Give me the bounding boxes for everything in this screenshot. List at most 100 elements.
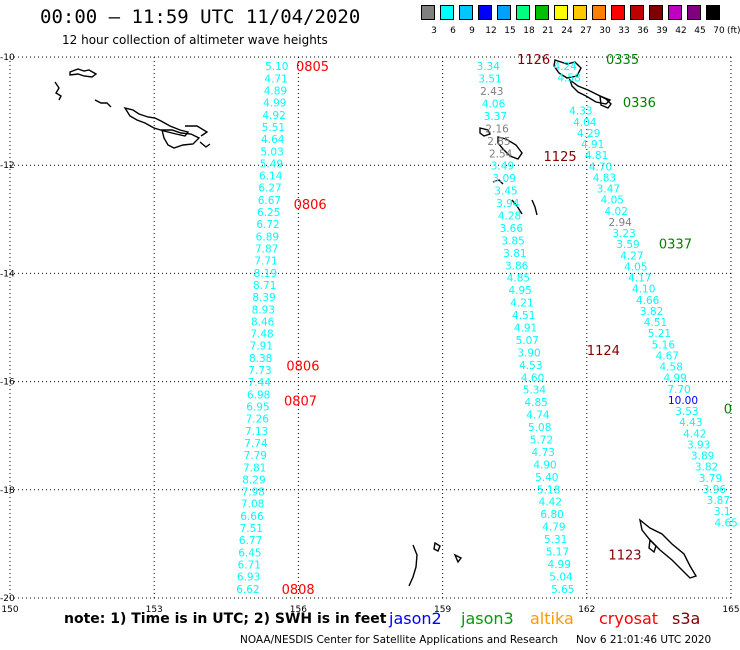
wave-height-value: 5.10 [265,61,288,73]
wave-height-value: 5.51 [262,122,285,134]
wave-height-value: 2.85 [487,136,510,148]
coastline-segment [54,81,62,101]
map-title: 00:00 – 11:59 UTC 11/04/2020 [40,6,361,28]
legend-altika: altika [530,609,574,628]
pass-time-label: 0806 [294,198,327,213]
wave-height-value: 7.48 [250,329,273,341]
scale-swatch [497,5,511,20]
wave-height-value: 3.1 [714,506,731,518]
wave-height-value: 4.43 [679,417,702,429]
pass-time-label: 0336 [623,96,656,111]
wave-height-value: 3.66 [500,223,524,235]
wave-height-value: 6.67 [258,195,281,207]
lat-tick-label: -14 [0,269,15,279]
wave-height-value: 4.73 [532,447,555,459]
scale-tick-label: 39 [656,26,668,36]
wave-height-value: 3.47 [597,184,620,196]
scale-tick-label: 12 [485,26,497,36]
wave-height-value: 4.05 [601,195,624,207]
wave-height-value: 5.34 [523,385,547,397]
wave-height-value: 3.34 [477,61,501,73]
scale-tick-label: 9 [469,26,475,36]
pass-time-label: 0808 [282,583,315,598]
wave-height-value: 7.71 [254,256,277,268]
generation-timestamp: Nov 6 21:01:46 UTC 2020 [576,634,712,646]
pass-time-label: 1125 [544,150,577,165]
coastline-segment [638,518,698,579]
wave-height-value: 3.93 [687,439,710,451]
lon-tick-label: 165 [722,605,739,615]
wave-height-value: 4.65 [714,517,737,529]
scale-swatch [459,5,473,20]
coastline-segment [161,129,201,149]
scale-swatch [554,5,568,20]
scale-tick-label: 15 [504,26,516,36]
wave-height-value: 3.45 [494,186,517,198]
legend-jason3: jason3 [461,609,514,628]
wave-height-value: 5.17 [546,546,569,558]
scale-swatch [687,5,701,20]
wave-height-value: 4.60 [521,372,544,384]
wave-height-value: 10.00 [668,395,698,407]
wave-height-value: 6.98 [247,389,270,401]
wave-height-value: 7.26 [246,414,270,426]
wave-height-value: 7.08 [241,499,264,511]
pass-time-label: 0335 [606,53,639,68]
coastline-segment [69,68,98,78]
credit-text: NOAA/NESDIS Center for Satellite Applica… [240,634,558,646]
wave-height-value: 7.70 [667,384,690,396]
wave-height-value: 7.44 [248,377,272,389]
wave-height-value: 7.81 [243,462,266,474]
lat-tick-label: -18 [0,486,15,496]
wave-height-value: 6.45 [238,547,261,559]
legend-cryosat: cryosat [599,609,659,628]
wave-height-value: 3.49 [491,161,514,173]
coastline-segment [453,553,463,564]
coastline-segment [511,199,523,215]
wave-height-value: 4.83 [593,172,616,184]
wave-height-value: 4.70 [589,161,612,173]
wave-height-value: 5.18 [537,484,560,496]
wave-height-value: 4.71 [264,73,287,85]
wave-height-value: 4.92 [262,110,285,122]
wave-height-value: 5.03 [260,146,283,158]
coastline-segment [648,538,657,554]
wave-height-value: 7.13 [245,426,268,438]
wave-height-value: 3.59 [616,239,639,251]
scale-swatch [592,5,606,20]
pass-time-label: 0806 [286,359,319,374]
scale-swatch [649,5,663,20]
wave-height-value: 6.93 [237,572,260,584]
wave-height-value: 2.16 [485,123,509,135]
axis-labels: 150 153 156 159 162 165 -10 -12 -14 -16 -18 -20 [0,53,740,615]
scale-tick-label: 24 [561,26,573,36]
map-subtitle: 12 hour collection of altimeter wave hei… [62,33,328,47]
wave-height-value: 2.94 [608,217,632,229]
coastline-segment [531,199,538,216]
wave-height-value: 7.79 [244,450,267,462]
wave-height-value: 6.62 [236,584,259,596]
wave-height-value: 3.82 [640,306,663,318]
wave-height-value: 4.02 [605,206,628,218]
wave-height-value: 6.77 [239,535,262,547]
wave-height-value: 4.33 [569,106,592,118]
wave-height-value: 3.82 [695,462,718,474]
coastline-segment [199,141,211,148]
lon-tick-label: 153 [146,605,163,615]
track-middle: 3.343.512.434.063.372.162.852.543.493.09… [477,61,575,596]
scale-swatch [668,5,682,20]
wave-height-value: 4.28 [498,211,521,223]
wave-height-value: 2.43 [480,86,503,98]
wave-height-value: 3.79 [699,473,722,485]
coastline-segment [479,127,491,137]
pass-time-label: 0805 [296,60,329,75]
wave-height-value: 3.87 [707,495,730,507]
wave-height-value: 6.66 [240,511,264,523]
wave-height-value: 3.37 [484,111,507,123]
wave-height-value: 7.98 [242,487,265,499]
wave-height-value: 4.51 [644,317,667,329]
wave-height-value: 4.24 [553,61,577,73]
pass-time-label: 1126 [517,53,550,68]
pass-time-label: 0 [724,403,732,418]
